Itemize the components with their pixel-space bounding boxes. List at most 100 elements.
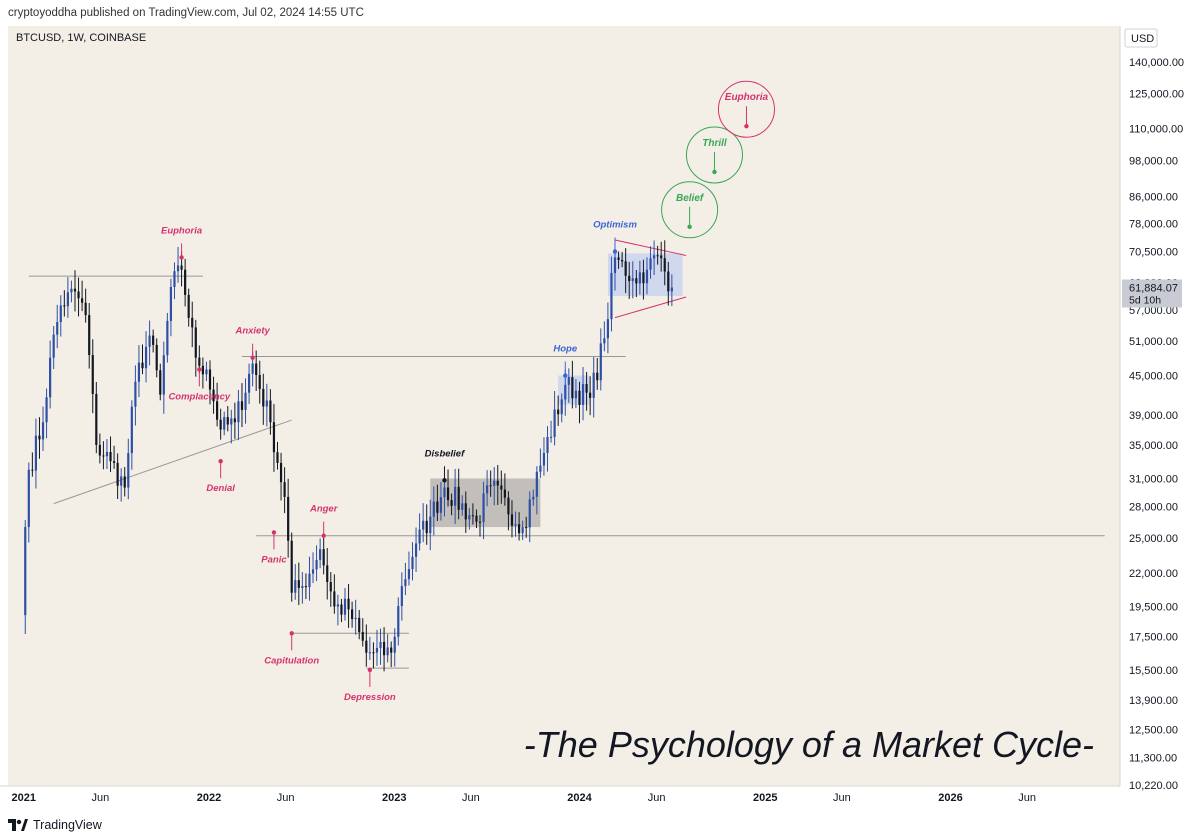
- candle-body: [105, 452, 109, 457]
- candle-body: [517, 524, 521, 534]
- candle-body: [112, 461, 116, 463]
- candle-body: [73, 288, 77, 292]
- candle-body: [326, 565, 329, 583]
- candle-body: [155, 344, 158, 371]
- y-tick-label: 86,000.00: [1129, 192, 1178, 204]
- candle-body: [542, 452, 546, 466]
- candle-body: [116, 462, 119, 486]
- candle-body: [478, 521, 482, 523]
- chart-plot-area[interactable]: [8, 26, 1120, 786]
- candle-body: [301, 586, 304, 588]
- candle-body: [638, 272, 641, 284]
- candle-body: [166, 320, 169, 356]
- x-tick-label: 2025: [753, 792, 777, 804]
- candle-body: [184, 269, 187, 295]
- candle-body: [233, 418, 236, 423]
- candle-body: [269, 400, 272, 423]
- annotation-dot: [197, 367, 202, 372]
- annotation-label: Depression: [344, 692, 396, 703]
- x-tick-label: 2021: [11, 792, 35, 804]
- y-tick-label: 31,000.00: [1129, 473, 1178, 485]
- candle-body: [336, 604, 339, 607]
- candle-body: [393, 636, 396, 653]
- candle-body: [486, 485, 489, 494]
- candle-body: [603, 338, 606, 344]
- candle-body: [287, 496, 290, 541]
- trend-line: [614, 296, 687, 319]
- candle-body: [436, 501, 439, 513]
- y-tick-label: 10,220.00: [1129, 780, 1178, 792]
- candle-body: [667, 271, 670, 292]
- candle-body: [265, 400, 268, 407]
- candle-body: [372, 652, 375, 654]
- x-tick-label: 2022: [197, 792, 221, 804]
- candle-body: [319, 549, 322, 560]
- candle-body: [56, 322, 59, 335]
- candle-body: [24, 527, 27, 616]
- candle-body: [31, 469, 34, 471]
- tradingview-logo[interactable]: TradingView: [8, 818, 102, 832]
- candle-body: [102, 455, 105, 457]
- tradingview-logo-icon: [8, 819, 28, 831]
- candle-body: [649, 258, 652, 270]
- annotation-label: Complacency: [168, 391, 230, 402]
- candle-body: [41, 422, 45, 440]
- candle-body: [63, 305, 66, 307]
- annotation-label: Disbelief: [425, 448, 465, 459]
- candle-body: [645, 269, 649, 284]
- candle-body: [77, 291, 80, 299]
- candle-body: [304, 586, 308, 588]
- candle-body: [631, 278, 634, 282]
- y-tick-label: 70,500.00: [1129, 247, 1178, 259]
- candle-body: [425, 520, 428, 534]
- candle-body: [169, 286, 173, 321]
- annotation-label: Panic: [261, 554, 287, 565]
- x-tick-label: Jun: [462, 792, 480, 804]
- candle-body: [414, 543, 418, 557]
- candle-body: [621, 259, 624, 262]
- candle-body: [194, 327, 197, 358]
- candle-body: [127, 453, 130, 488]
- candle-body: [443, 487, 446, 498]
- annotation-dot: [612, 249, 618, 254]
- candle-body: [52, 334, 55, 358]
- annotation-label: Capitulation: [264, 655, 319, 666]
- candle-body: [45, 397, 48, 423]
- price-axis-panel: [1120, 26, 1200, 786]
- candle-body: [216, 401, 219, 420]
- annotation-label: Anger: [309, 504, 339, 515]
- candle-body: [315, 559, 318, 570]
- candle-body: [560, 399, 563, 415]
- annotation-dot: [179, 255, 184, 260]
- candle-body: [592, 372, 595, 398]
- annotation-label: Anxiety: [234, 326, 270, 337]
- x-tick-label: 2023: [382, 792, 406, 804]
- projection-circle: [685, 126, 743, 184]
- candle-body: [422, 520, 425, 530]
- projection-label: Euphoria: [725, 92, 769, 103]
- annotation-dot: [563, 373, 568, 378]
- y-tick-label: 110,000.00: [1129, 124, 1183, 136]
- candle-body: [226, 417, 229, 425]
- consolidation-box: [607, 253, 683, 297]
- candle-body: [464, 503, 467, 520]
- candle-body: [429, 516, 432, 534]
- candle-body: [84, 302, 87, 316]
- candle-body: [137, 362, 141, 382]
- candle-body: [123, 476, 126, 488]
- footer: [0, 810, 1200, 840]
- x-tick-label: Jun: [277, 792, 295, 804]
- candle-body: [510, 514, 514, 526]
- x-tick-label: Jun: [833, 792, 851, 804]
- projection-dot: [712, 169, 717, 175]
- candle-body: [546, 436, 549, 453]
- candle-body: [262, 388, 265, 407]
- annotation-dot: [271, 530, 277, 535]
- candle-body: [567, 377, 570, 385]
- chart-symbol-label: BTCUSD, 1W, COINBASE: [16, 32, 146, 44]
- candle-body: [482, 493, 485, 522]
- candle-body: [358, 617, 361, 633]
- candle-body: [475, 515, 478, 522]
- bar-countdown-label: 5d 10h: [1129, 295, 1161, 307]
